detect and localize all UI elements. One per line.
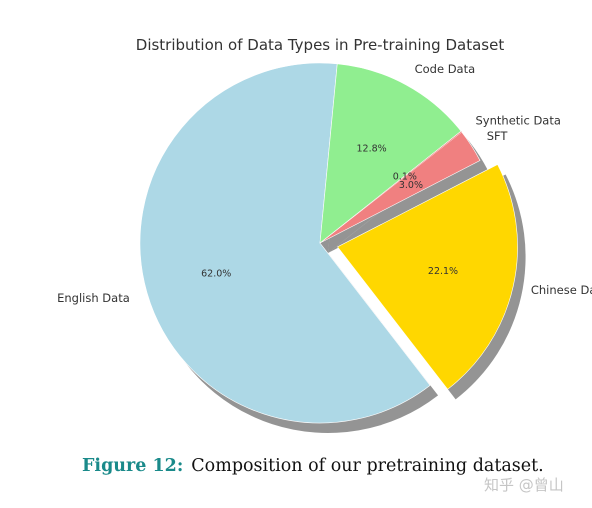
- slice-pct-sft: 3.0%: [399, 180, 423, 191]
- figure-number: Figure 12:: [82, 456, 184, 476]
- slice-label-english-data: English Data: [57, 291, 130, 305]
- figure-caption: Figure 12: Composition of our pretraining…: [82, 456, 544, 476]
- chart-title: Distribution of Data Types in Pre-traini…: [136, 36, 505, 54]
- slice-pct-english-data: 62.0%: [201, 268, 231, 279]
- slice-chinese-data: [337, 164, 518, 390]
- watermark: 知乎 @曾山: [484, 476, 564, 494]
- slice-label-chinese-data: Chinese Data: [531, 283, 592, 297]
- label-layer: English Data 62.0% Chinese Data 22.1% SFT 3.0…: [57, 62, 592, 305]
- slice-english-data: [139, 62, 431, 424]
- slice-label-synthetic-data: Synthetic Data: [476, 113, 561, 127]
- slice-sft: [319, 131, 481, 244]
- slice-code-data: [319, 63, 462, 244]
- slice-label-code-data: Code Data: [415, 62, 476, 76]
- slice-pct-chinese-data: 22.1%: [428, 266, 458, 277]
- slice-pct-synthetic-data: 0.1%: [393, 172, 417, 183]
- slice-label-sft: SFT: [487, 129, 509, 143]
- slice-layer: [139, 62, 518, 424]
- slice-pct-code-data: 12.8%: [357, 144, 387, 155]
- caption-text: Composition of our pretraining dataset.: [191, 456, 544, 476]
